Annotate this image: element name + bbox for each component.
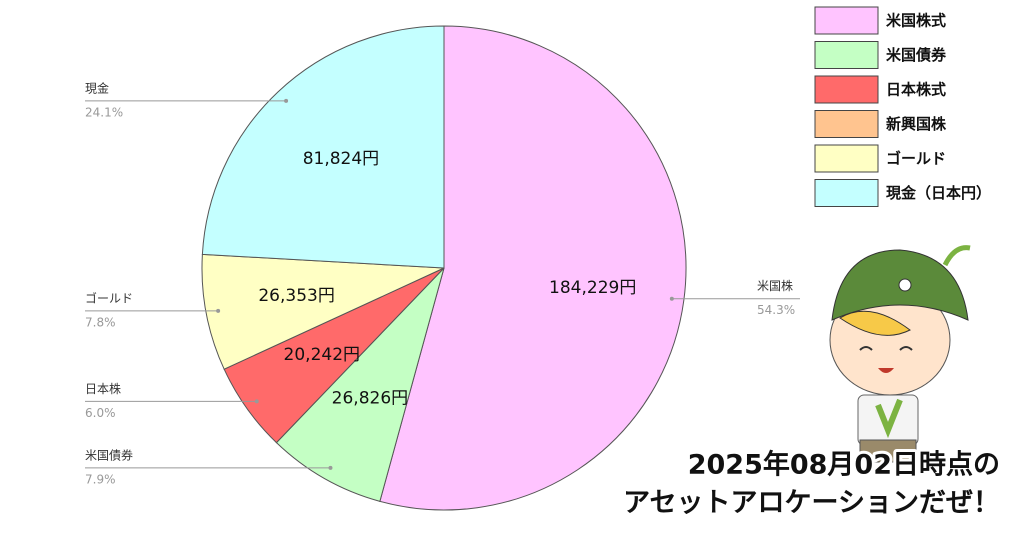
pie-slice <box>201 25 445 269</box>
value-label: 20,242円 <box>284 345 360 365</box>
percent-label: 24.1% <box>85 105 123 119</box>
leader-dot <box>254 399 259 404</box>
leader-dot <box>216 308 221 313</box>
category-label: ゴールド <box>85 290 133 305</box>
legend-swatch <box>814 144 879 173</box>
percent-label: 7.9% <box>85 472 116 486</box>
leader-dot <box>669 296 674 301</box>
legend-swatch <box>814 75 879 104</box>
legend-label: 現金（日本円） <box>886 184 991 202</box>
percent-label: 54.3% <box>757 303 795 317</box>
legend-swatch <box>814 41 879 69</box>
legend-label: 米国株式 <box>886 12 946 30</box>
value-label: 26,353円 <box>258 286 334 306</box>
legend-label: 新興国株 <box>886 115 947 133</box>
percent-label: 7.8% <box>85 315 116 329</box>
pie-slice <box>379 25 687 511</box>
legend-label: ゴールド <box>886 150 946 168</box>
legend-swatch <box>814 6 879 35</box>
value-label: 81,824円 <box>303 149 379 169</box>
value-label: 26,826円 <box>332 388 408 408</box>
annotation-text: 2025年08月02日時点の <box>688 449 1000 481</box>
value-label: 184,229円 <box>549 278 636 298</box>
legend-swatch <box>814 110 879 138</box>
pie-slice <box>201 253 445 370</box>
annotation-text: アセットアロケーションだぜ！ <box>623 488 1000 519</box>
pie-slice <box>275 267 445 502</box>
leader-dot <box>284 98 289 103</box>
category-label: 米国株 <box>757 278 793 293</box>
percent-label: 6.0% <box>85 406 116 420</box>
category-label: 日本株 <box>85 381 121 396</box>
mascot <box>829 245 971 463</box>
leader-dot <box>328 465 333 470</box>
legend-label: 日本株式 <box>886 81 946 99</box>
legend-label: 米国債券 <box>886 46 947 64</box>
category-label: 米国債券 <box>85 447 133 462</box>
legend-swatch <box>814 179 879 207</box>
category-label: 現金 <box>85 80 109 95</box>
